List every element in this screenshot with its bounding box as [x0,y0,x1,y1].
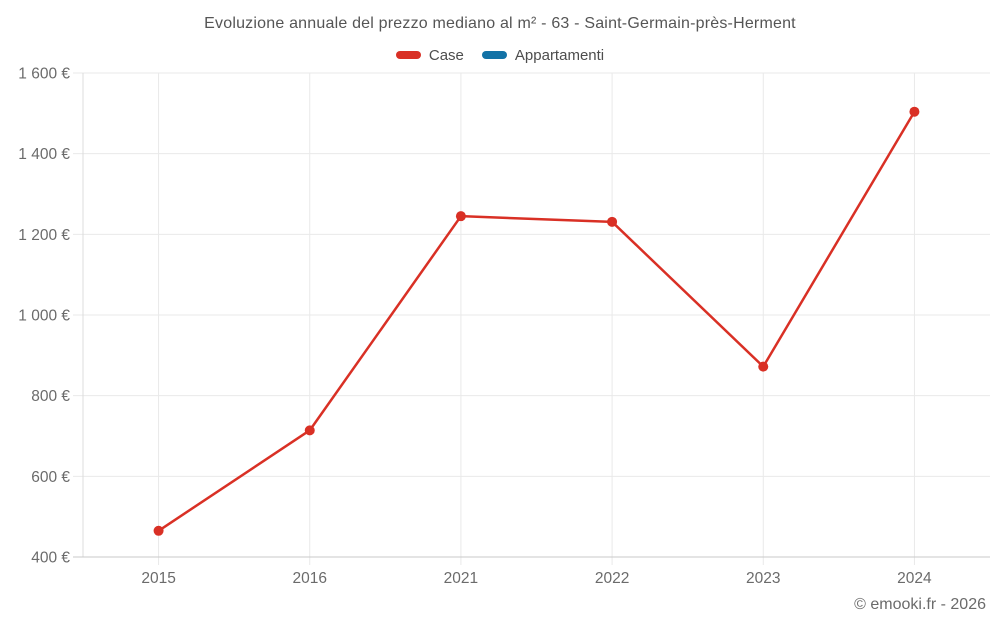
series-line-case [157,111,916,532]
data-point-case-2015[interactable] [153,525,164,536]
legend-swatch-icon [481,51,507,59]
y-axis-tick-label: 800 € [31,388,70,405]
y-axis-tick-label: 400 € [31,550,70,567]
legend-label: Appartamenti [514,46,605,64]
chart-legend: Case Appartamenti [0,46,1000,64]
legend-label: Case [428,46,464,64]
legend-swatch-icon [395,51,421,59]
x-axis-tick-label: 2016 [293,570,327,587]
y-axis-tick-label: 600 € [31,469,70,486]
copyright-watermark: © emooki.fr - 2026 [854,596,986,613]
data-point-case-2021[interactable] [455,211,466,222]
data-point-case-2024[interactable] [909,106,920,117]
legend-item-appartamenti[interactable]: Appartamenti [481,46,605,64]
x-axis-tick-label: 2024 [897,570,932,587]
y-axis-tick-label: 1 600 € [18,66,70,83]
data-point-case-2022[interactable] [607,216,618,227]
x-axis-tick-label: 2021 [444,570,478,587]
y-axis-tick-label: 1 200 € [18,227,70,244]
data-point-case-2016[interactable] [304,425,315,436]
data-point-case-2023[interactable] [758,361,769,372]
legend-item-case[interactable]: Case [395,46,464,64]
y-axis-tick-label: 1 000 € [18,308,70,325]
x-axis-tick-label: 2015 [141,570,175,587]
x-axis-tick-label: 2023 [746,570,780,587]
y-axis-tick-label: 1 400 € [18,146,70,163]
x-axis-tick-label: 2022 [595,570,629,587]
chart-title: Evoluzione annuale del prezzo mediano al… [204,15,796,32]
